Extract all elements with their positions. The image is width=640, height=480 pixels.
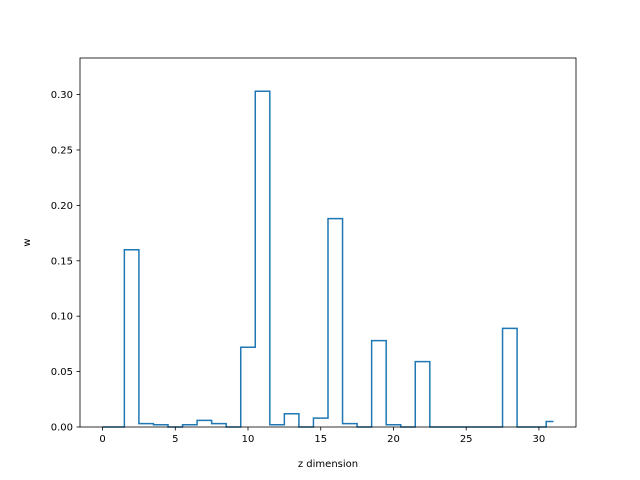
y-tick-label: 0.25 — [51, 145, 73, 156]
x-axis-ticks: 0 5 10 15 20 25 30 — [99, 427, 545, 445]
x-tick-label: 20 — [387, 434, 400, 445]
axes-frame — [79, 57, 577, 428]
y-tick-label: 0.00 — [51, 423, 73, 434]
x-tick-label: 30 — [533, 434, 546, 445]
y-axis-label: w — [22, 238, 33, 246]
x-tick-label: 0 — [99, 434, 105, 445]
y-tick-label: 0.10 — [51, 312, 73, 323]
y-tick-label: 0.20 — [51, 201, 73, 212]
x-tick-label: 5 — [172, 434, 178, 445]
x-tick-label: 25 — [460, 434, 473, 445]
y-axis-ticks: 0.00 0.05 0.10 0.15 0.20 0.25 0.30 — [51, 90, 80, 434]
y-tick-label: 0.30 — [51, 90, 73, 101]
x-tick-label: 10 — [242, 434, 255, 445]
x-tick-label: 15 — [314, 434, 327, 445]
x-axis-label: z dimension — [298, 459, 358, 470]
y-tick-label: 0.05 — [51, 367, 73, 378]
y-tick-label: 0.15 — [51, 256, 73, 267]
